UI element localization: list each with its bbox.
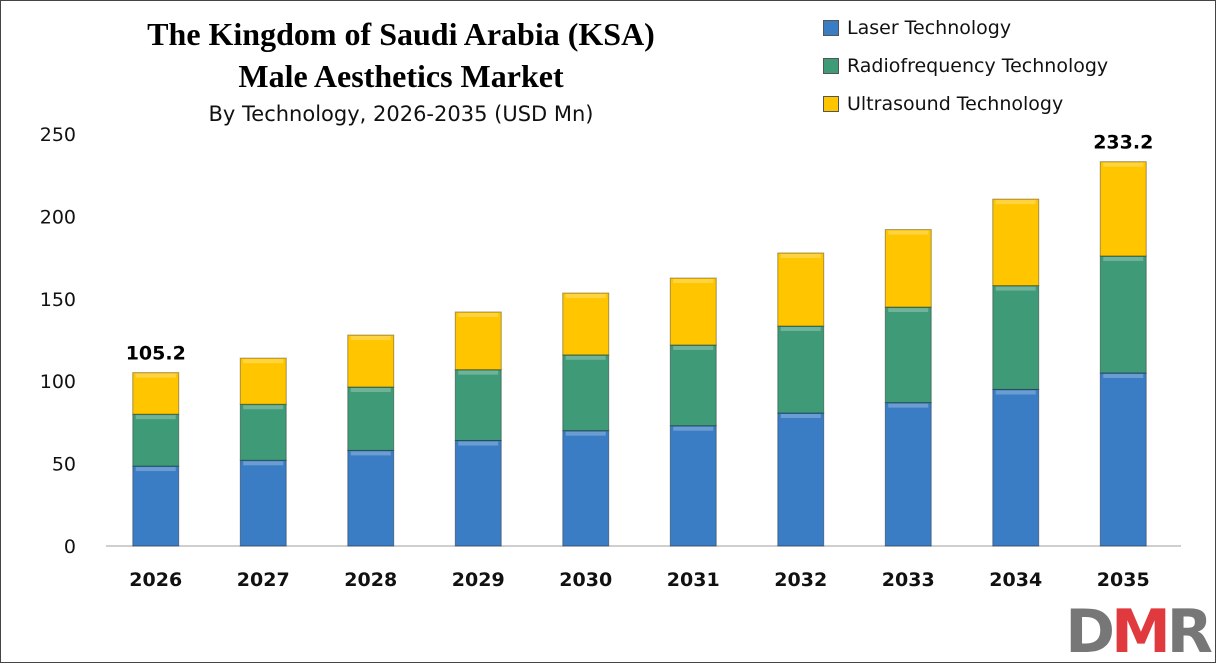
bar-segment-laser: [992, 388, 1040, 547]
bar-segment-laser: [347, 449, 395, 547]
bar-bevel: [350, 336, 391, 341]
bar-bevel: [458, 370, 499, 375]
bar-segment-ultrasound: [777, 252, 825, 327]
legend-label: Laser Technology: [847, 17, 1012, 39]
bar-segment-ultrasound: [1099, 161, 1147, 257]
legend-label: Radiofrequency Technology: [847, 55, 1109, 77]
x-tick-label: 2032: [774, 569, 827, 591]
bar-segment-radiofrequency: [454, 369, 502, 442]
bar-bevel: [995, 390, 1036, 395]
legend: Laser Technology Radiofrequency Technolo…: [823, 9, 1108, 123]
legend-label: Ultrasound Technology: [847, 93, 1064, 115]
bar-segment-laser: [132, 465, 180, 547]
bar-segment-laser: [239, 459, 287, 547]
bar-segment-laser: [777, 412, 825, 547]
legend-item-radiofrequency: Radiofrequency Technology: [823, 47, 1108, 85]
bar-segment-ultrasound: [239, 357, 287, 405]
x-tick-label: 2026: [129, 569, 182, 591]
bar-segment-laser: [669, 425, 717, 547]
x-tick-label: 2027: [237, 569, 290, 591]
bar-bevel: [350, 387, 391, 392]
bar-segment-radiofrequency: [1099, 255, 1147, 374]
y-tick-label: 100: [40, 371, 76, 393]
bar-bevel: [350, 451, 391, 456]
bar-segment-radiofrequency: [777, 325, 825, 414]
x-tick-label: 2029: [452, 569, 505, 591]
x-tick-label: 2035: [1097, 569, 1150, 591]
bar-bevel: [888, 403, 929, 408]
bar-bevel: [888, 308, 929, 313]
bar-bevel: [888, 230, 929, 235]
bar-bevel: [135, 467, 176, 472]
bar-segment-radiofrequency: [992, 285, 1040, 390]
bar-bevel: [243, 405, 284, 410]
y-tick-label: 0: [64, 536, 76, 558]
bar-bevel: [780, 414, 821, 419]
bar-bevel: [135, 415, 176, 420]
legend-item-laser: Laser Technology: [823, 9, 1108, 47]
bar-segment-laser: [454, 440, 502, 547]
bar-segment-laser: [562, 430, 610, 547]
bar-segment-ultrasound: [562, 292, 610, 356]
bar-bevel: [1103, 162, 1144, 167]
bar-segment-ultrasound: [992, 198, 1040, 287]
bar-segment-radiofrequency: [239, 403, 287, 461]
bar-segment-ultrasound: [132, 372, 180, 415]
bar-segment-laser: [884, 402, 932, 547]
bar-bevel: [780, 326, 821, 331]
chart-subtitle: By Technology, 2026-2035 (USD Mn): [208, 102, 594, 126]
legend-swatch: [823, 20, 839, 36]
bar-bevel: [458, 441, 499, 446]
x-tick-label: 2034: [989, 569, 1042, 591]
dmr-logo: DMR: [1065, 597, 1213, 663]
bar-bevel: [673, 345, 714, 350]
data-label-total: 233.2: [1093, 132, 1153, 154]
y-tick-label: 200: [40, 206, 76, 228]
bar-bevel: [565, 294, 606, 299]
bar-bevel: [458, 312, 499, 317]
bar-segment-ultrasound: [347, 334, 395, 388]
bar-segment-radiofrequency: [132, 413, 180, 467]
x-tick-label: 2030: [559, 569, 612, 591]
y-tick-label: 250: [40, 124, 76, 146]
x-tick-label: 2028: [344, 569, 397, 591]
chart-title-line-1: The Kingdom of Saudi Arabia (KSA): [147, 16, 655, 52]
x-tick-label: 2031: [667, 569, 720, 591]
bar-bevel: [243, 359, 284, 364]
legend-swatch: [823, 96, 839, 112]
bar-segment-radiofrequency: [562, 354, 610, 432]
bar-bevel: [995, 286, 1036, 291]
bar-bevel: [995, 200, 1036, 205]
bar-segment-laser: [1099, 372, 1147, 547]
bar-bevel: [1103, 373, 1144, 378]
bar-segment-ultrasound: [884, 229, 932, 308]
data-label-total: 105.2: [126, 343, 186, 365]
bar-bevel: [565, 431, 606, 436]
bar-segment-ultrasound: [669, 277, 717, 346]
bar-bevel: [243, 461, 284, 466]
bar-segment-radiofrequency: [669, 344, 717, 427]
y-tick-label: 50: [52, 454, 76, 476]
x-tick-label: 2033: [882, 569, 935, 591]
bar-bevel: [135, 373, 176, 378]
y-tick-label: 150: [40, 289, 76, 311]
bar-bevel: [673, 426, 714, 431]
legend-swatch: [823, 58, 839, 74]
chart-title-line-2: Male Aesthetics Market: [238, 58, 564, 94]
bar-bevel: [565, 355, 606, 360]
bar-bevel: [1103, 256, 1144, 261]
bar-segment-radiofrequency: [347, 386, 395, 451]
legend-item-ultrasound: Ultrasound Technology: [823, 85, 1108, 123]
bar-segment-ultrasound: [454, 311, 502, 371]
bar-bevel: [673, 279, 714, 284]
bar-bevel: [780, 253, 821, 258]
bar-segment-radiofrequency: [884, 306, 932, 404]
